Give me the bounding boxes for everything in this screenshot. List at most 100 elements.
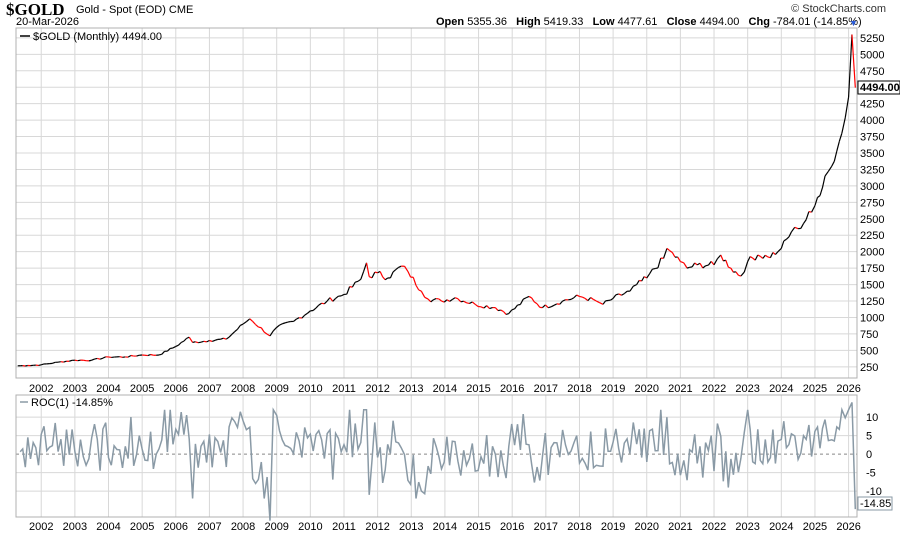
price-segment bbox=[587, 297, 592, 302]
roc-x-tick-label: 2003 bbox=[63, 521, 87, 533]
price-segment bbox=[332, 298, 337, 302]
roc-x-tick-label: 2026 bbox=[836, 521, 860, 533]
price-segment bbox=[466, 302, 470, 305]
low-label: Low bbox=[592, 16, 615, 28]
price-segment bbox=[548, 306, 552, 309]
price-segment bbox=[696, 262, 701, 266]
price-segment bbox=[514, 304, 518, 310]
roc-x-tick-label: 2018 bbox=[567, 521, 591, 533]
price-segment bbox=[738, 274, 742, 277]
price-segment bbox=[814, 197, 819, 206]
price-x-tick-label: 2023 bbox=[735, 383, 759, 395]
price-segment bbox=[246, 318, 251, 323]
price-segment bbox=[91, 358, 95, 361]
price-segment bbox=[263, 331, 268, 335]
price-segment bbox=[223, 337, 227, 340]
price-x-tick-label: 2021 bbox=[668, 383, 692, 395]
price-segment bbox=[236, 325, 241, 330]
price-segment bbox=[528, 295, 532, 299]
price-x-tick-label: 2026 bbox=[836, 383, 860, 395]
roc-y-tick-label: 0 bbox=[866, 449, 872, 461]
price-segment bbox=[293, 318, 297, 322]
close-label: Close bbox=[666, 16, 697, 28]
price-segment bbox=[371, 271, 376, 279]
price-segment bbox=[186, 336, 190, 339]
price-y-tick-label: 5250 bbox=[860, 33, 884, 45]
price-segment bbox=[158, 353, 162, 356]
price-segment bbox=[206, 339, 210, 343]
roc-x-tick-label: 2016 bbox=[500, 521, 524, 533]
price-segment bbox=[489, 307, 493, 310]
price-segment bbox=[643, 276, 648, 279]
price-segment bbox=[88, 359, 92, 362]
price-segment bbox=[41, 363, 45, 366]
price-y-tick-label: 2000 bbox=[860, 247, 884, 259]
price-segment bbox=[800, 223, 805, 229]
price-segment bbox=[170, 347, 174, 350]
price-segment bbox=[346, 286, 351, 295]
price-segment bbox=[573, 294, 578, 299]
price-segment bbox=[463, 300, 467, 304]
price-segment bbox=[228, 333, 233, 338]
price-segment bbox=[255, 324, 259, 328]
price-x-tick-label: 2002 bbox=[29, 383, 53, 395]
open-value: 5355.36 bbox=[467, 16, 507, 28]
price-segment bbox=[821, 175, 826, 188]
price-segment bbox=[340, 293, 345, 297]
price-segment bbox=[77, 359, 81, 362]
price-segment bbox=[699, 262, 704, 269]
price-segment bbox=[780, 240, 785, 249]
price-segment bbox=[505, 312, 510, 316]
last-roc-tag: -14.85 bbox=[857, 496, 893, 511]
dropdown-arrow-icon[interactable]: ▼ bbox=[849, 18, 858, 28]
price-x-tick-label: 2017 bbox=[534, 383, 558, 395]
price-segment bbox=[412, 277, 417, 286]
price-x-tick-label: 2016 bbox=[500, 383, 524, 395]
price-segment bbox=[296, 317, 300, 320]
price-segment bbox=[130, 354, 134, 357]
price-segment bbox=[677, 256, 681, 262]
price-segment bbox=[579, 295, 583, 298]
price-segment bbox=[240, 323, 244, 326]
price-segment bbox=[774, 251, 779, 255]
price-segment bbox=[260, 327, 265, 333]
price-y-tick-label: 3500 bbox=[860, 148, 884, 160]
price-segment bbox=[404, 265, 409, 272]
roc-x-tick-label: 2011 bbox=[332, 521, 356, 533]
price-segment bbox=[615, 293, 619, 296]
price-segment bbox=[287, 320, 291, 323]
brand-watermark: © StockCharts.com bbox=[791, 3, 886, 15]
price-segment bbox=[811, 205, 816, 213]
price-segment bbox=[329, 297, 334, 302]
price-segment bbox=[323, 300, 328, 305]
price-segment bbox=[844, 96, 850, 118]
price-segment bbox=[641, 276, 645, 282]
price-segment bbox=[584, 297, 589, 302]
price-segment bbox=[671, 252, 676, 258]
price-segment bbox=[304, 312, 308, 316]
chg-label: Chg bbox=[748, 16, 770, 28]
price-segment bbox=[838, 133, 843, 142]
price-segment bbox=[544, 304, 549, 309]
price-segment bbox=[486, 305, 491, 309]
price-x-tick-label: 2010 bbox=[298, 383, 322, 395]
roc-legend: ROC(1) -14.85% bbox=[20, 397, 113, 409]
price-segment bbox=[743, 261, 749, 273]
price-segment bbox=[747, 256, 751, 262]
price-segment bbox=[655, 267, 659, 270]
roc-x-tick-label: 2022 bbox=[702, 521, 726, 533]
price-segment bbox=[669, 250, 673, 253]
price-segment bbox=[710, 260, 715, 266]
price-y-tick-label: 3750 bbox=[860, 132, 884, 144]
price-x-tick-label: 2012 bbox=[365, 383, 389, 395]
price-segment bbox=[621, 293, 625, 296]
price-segment bbox=[808, 210, 812, 213]
chg-value: -784.01 (-14.85%) bbox=[773, 16, 862, 28]
price-segment bbox=[212, 339, 216, 343]
price-segment bbox=[147, 353, 151, 357]
price-segment bbox=[312, 307, 317, 311]
price-y-tick-label: 1250 bbox=[860, 296, 884, 308]
price-segment bbox=[379, 271, 384, 278]
price-segment bbox=[707, 260, 712, 266]
